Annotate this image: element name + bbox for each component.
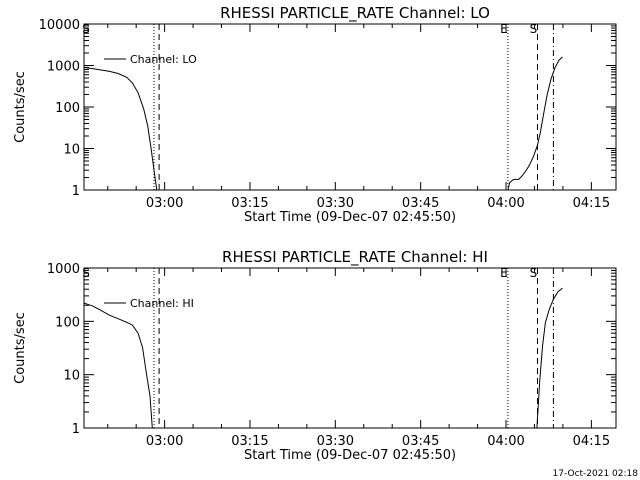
footer-timestamp: 17-Oct-2021 02:18 — [552, 469, 638, 479]
time-marker-label: S — [530, 266, 538, 280]
series-line — [83, 302, 153, 429]
x-tick-label: 03:15 — [231, 434, 268, 449]
x-axis-label: Start Time (09-Dec-07 02:45:50) — [244, 448, 456, 463]
x-tick-label: 03:00 — [146, 434, 183, 449]
x-tick-label: 03:00 — [146, 196, 183, 211]
legend-label: Channel: HI — [130, 297, 194, 310]
y-tick-label: 1 — [72, 184, 80, 199]
y-tick-label: 100 — [55, 101, 80, 116]
y-tick-label: 10 — [63, 369, 80, 384]
y-tick-label: 10000 — [39, 18, 80, 33]
series-line — [536, 287, 563, 429]
time-marker-label: S — [82, 22, 90, 36]
time-marker-label: E — [500, 266, 508, 280]
series-line — [83, 66, 158, 191]
y-tick-label: 10 — [63, 143, 80, 158]
y-axis-label: Counts/sec — [13, 71, 28, 143]
x-tick-label: 04:00 — [487, 434, 524, 449]
time-marker-label: S — [530, 22, 538, 36]
time-marker-label: S — [82, 266, 90, 280]
x-tick-label: 03:45 — [402, 434, 439, 449]
legend-label: Channel: LO — [130, 53, 197, 66]
plot-frame — [83, 23, 617, 191]
x-tick-label: 03:45 — [402, 196, 439, 211]
plot-frame — [83, 267, 617, 429]
x-tick-label: 03:15 — [231, 196, 268, 211]
y-tick-label: 1000 — [47, 262, 80, 277]
x-tick-label: 03:30 — [317, 434, 354, 449]
y-tick-label: 1000 — [47, 60, 80, 75]
x-axis-label: Start Time (09-Dec-07 02:45:50) — [244, 210, 456, 225]
chart-title: RHESSI PARTICLE_RATE Channel: HI — [222, 248, 488, 267]
y-axis-label: Counts/sec — [13, 312, 28, 384]
chart-title: RHESSI PARTICLE_RATE Channel: LO — [220, 4, 490, 23]
x-tick-label: 04:15 — [573, 434, 610, 449]
x-tick-label: 04:15 — [573, 196, 610, 211]
y-tick-label: 1 — [72, 422, 80, 437]
x-tick-label: 04:00 — [487, 196, 524, 211]
y-tick-label: 100 — [55, 315, 80, 330]
series-line — [507, 56, 563, 191]
time-marker-label: E — [500, 22, 508, 36]
x-tick-label: 03:30 — [317, 196, 354, 211]
